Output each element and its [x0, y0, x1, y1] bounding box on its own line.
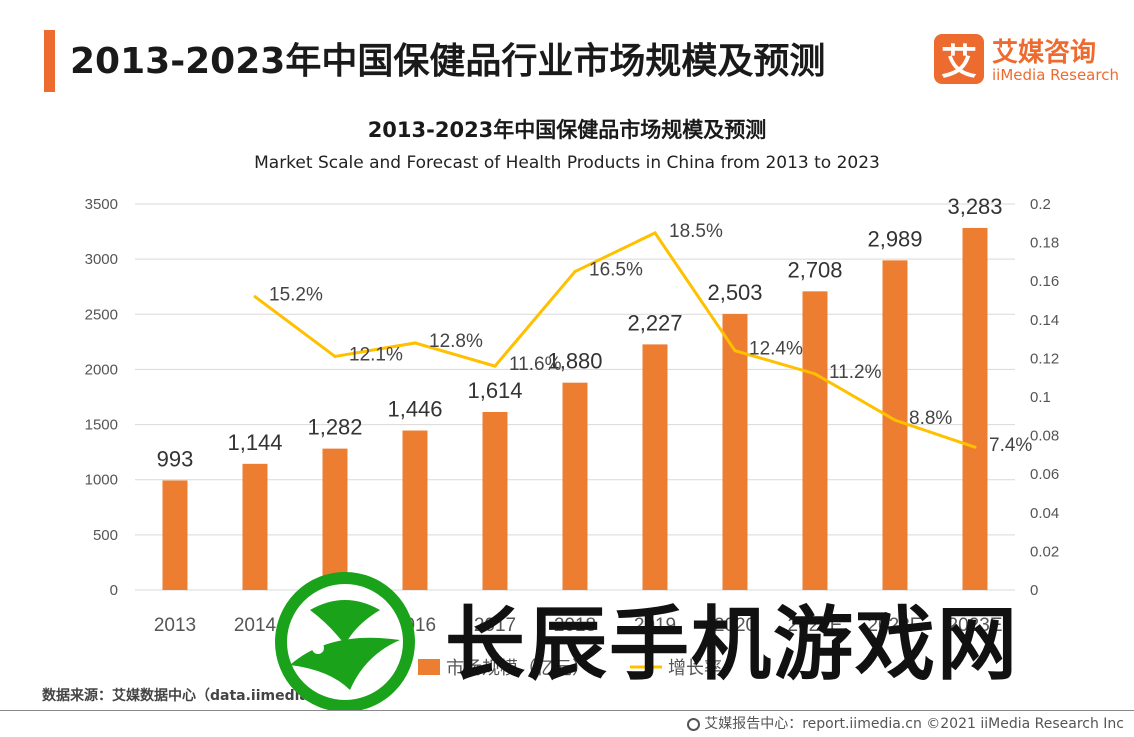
y2-tick-label: 0.1: [1030, 389, 1051, 406]
growth-rate-label: 11.6%: [509, 354, 562, 375]
x-tick-label: 2022E: [868, 615, 923, 636]
y2-tick-label: 0.04: [1030, 505, 1059, 522]
growth-rate-label: 18.5%: [669, 221, 723, 242]
growth-rate-label: 12.1%: [349, 344, 403, 365]
bar: [562, 382, 588, 590]
y2-tick-label: 0.06: [1030, 466, 1059, 483]
growth-rate-point: [733, 349, 737, 353]
logo-name-en: iiMedia Research: [992, 66, 1119, 84]
growth-rate-point: [573, 270, 577, 274]
title-accent-bar: [44, 30, 55, 92]
bar: [402, 430, 428, 590]
watermark: 长辰手机游戏网: [270, 570, 1130, 710]
bar-value-label: 2,708: [787, 257, 842, 282]
y-tick-label: 3500: [85, 196, 118, 213]
bar-value-label: 2,227: [627, 310, 682, 335]
bar: [802, 291, 828, 590]
y2-tick-label: 0.12: [1030, 350, 1059, 367]
growth-rate-point: [333, 354, 337, 358]
x-tick-label: 2019: [634, 615, 676, 636]
watermark-logo-icon: [275, 572, 415, 710]
y-tick-label: 2000: [85, 361, 118, 378]
footer-divider: [0, 710, 1134, 711]
bar-value-label: 1,880: [547, 349, 602, 374]
y2-tick-label: 0.16: [1030, 273, 1059, 290]
iimedia-logo: 艾 艾媒咨询 iiMedia Research: [934, 34, 1119, 86]
legend-label-bar: 市场规模（亿元）: [446, 658, 590, 679]
logo-mark-icon: 艾: [934, 34, 984, 84]
bar: [962, 227, 988, 590]
bar: [482, 411, 508, 590]
bar: [242, 463, 268, 590]
x-tick-label: 2014: [234, 615, 277, 636]
growth-rate-point: [413, 341, 417, 345]
y-tick-label: 1000: [85, 472, 118, 489]
data-source: 数据来源：艾媒数据中心（data.iimedia.cn）: [42, 688, 347, 704]
legend-label-line: 增长率: [668, 658, 722, 679]
y-tick-label: 2500: [85, 306, 118, 323]
bar-value-label: 2,989: [867, 226, 922, 251]
y2-tick-label: 0.02: [1030, 543, 1059, 560]
bar-value-label: 1,446: [387, 397, 442, 422]
y2-tick-label: 0.2: [1030, 196, 1051, 213]
growth-rate-point: [253, 295, 257, 299]
growth-rate-point: [653, 231, 657, 235]
bar: [722, 313, 748, 590]
bar-value-label: 1,144: [227, 430, 282, 455]
y2-tick-label: 0.18: [1030, 235, 1059, 252]
growth-rate-point: [813, 372, 817, 376]
x-tick-label: 2017: [474, 615, 516, 636]
growth-rate-point: [493, 364, 497, 368]
x-tick-label: 2013: [154, 615, 196, 636]
y-tick-label: 500: [93, 527, 118, 544]
bar-value-label: 1,282: [307, 415, 362, 440]
growth-rate-label: 12.8%: [429, 331, 483, 352]
y-tick-label: 0: [110, 582, 118, 599]
chart-subtitle: Market Scale and Forecast of Health Prod…: [254, 153, 880, 173]
bar: [642, 344, 668, 590]
y2-tick-label: 0.08: [1030, 428, 1059, 445]
growth-rate-label: 12.4%: [749, 339, 803, 360]
y2-tick-label: 0: [1030, 582, 1038, 599]
bar: [882, 260, 908, 590]
bar: [322, 448, 348, 590]
footer-text: 艾媒报告中心：report.iimedia.cn ©2021 iiMedia R…: [704, 716, 1124, 732]
bar-value-label: 2,503: [707, 280, 762, 305]
x-tick-label: 2020: [714, 615, 756, 636]
chart-title: 2013-2023年中国保健品市场规模及预测: [367, 118, 767, 142]
bar: [162, 480, 188, 590]
watermark-text: 长辰手机游戏网: [445, 598, 1019, 691]
growth-rate-label: 7.4%: [989, 435, 1032, 456]
legend-swatch-bar: [418, 659, 440, 675]
growth-rate-point: [973, 445, 977, 449]
growth-rate-label: 16.5%: [589, 260, 643, 281]
bar-value-label: 993: [157, 446, 194, 471]
x-tick-label: 2018: [554, 615, 596, 636]
growth-rate-label: 11.2%: [829, 362, 882, 383]
y2-tick-label: 0.14: [1030, 312, 1059, 329]
footer-credit: 艾媒报告中心：report.iimedia.cn ©2021 iiMedia R…: [687, 713, 1124, 733]
page-title: 2013-2023年中国保健品行业市场规模及预测: [70, 41, 826, 82]
y-tick-label: 3000: [85, 251, 118, 268]
y-tick-label: 1500: [85, 417, 118, 434]
growth-rate-label: 8.8%: [909, 408, 952, 429]
growth-rate-point: [893, 418, 897, 422]
bar-value-label: 3,283: [947, 194, 1002, 219]
growth-rate-label: 15.2%: [269, 285, 323, 306]
x-tick-label: 2021E: [788, 615, 843, 636]
logo-name-cn: 艾媒咨询: [992, 38, 1097, 68]
bar-value-label: 1,614: [467, 378, 522, 403]
globe-icon: [687, 718, 701, 731]
growth-rate-line: [254, 231, 976, 449]
x-tick-label: 2023E: [948, 615, 1003, 636]
